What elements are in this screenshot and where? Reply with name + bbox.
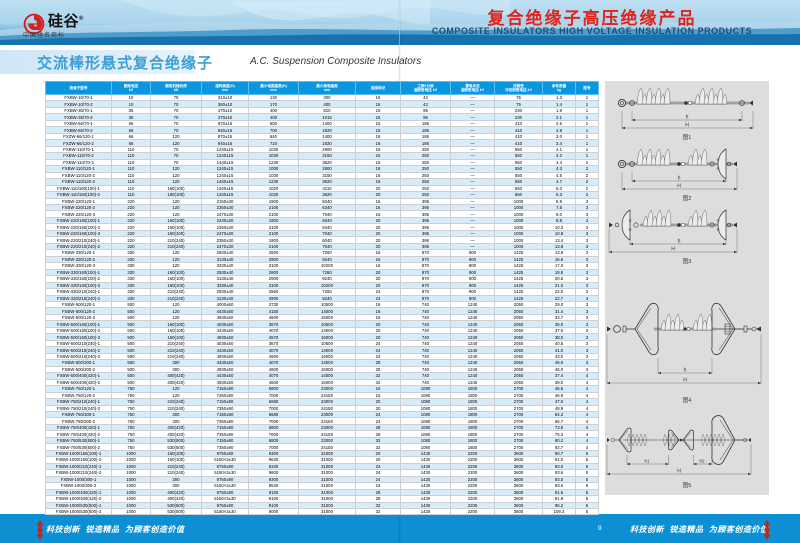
svg-text:H: H xyxy=(685,123,689,129)
svg-text:h: h xyxy=(686,115,689,121)
svg-text:H: H xyxy=(683,378,687,384)
svg-text:h2: h2 xyxy=(699,459,705,464)
svg-text:h: h xyxy=(678,176,681,182)
svg-text:图5: 图5 xyxy=(683,481,692,489)
svg-text:H: H xyxy=(677,184,681,190)
svg-text:h: h xyxy=(684,368,687,374)
svg-text:图2: 图2 xyxy=(683,194,692,202)
svg-text:图4: 图4 xyxy=(683,396,692,404)
svg-text:h: h xyxy=(678,239,681,245)
svg-text:h1: h1 xyxy=(644,459,650,464)
svg-text:H: H xyxy=(677,469,681,475)
svg-text:图3: 图3 xyxy=(683,257,692,265)
svg-text:H: H xyxy=(671,247,675,253)
svg-text:图1: 图1 xyxy=(683,133,692,141)
